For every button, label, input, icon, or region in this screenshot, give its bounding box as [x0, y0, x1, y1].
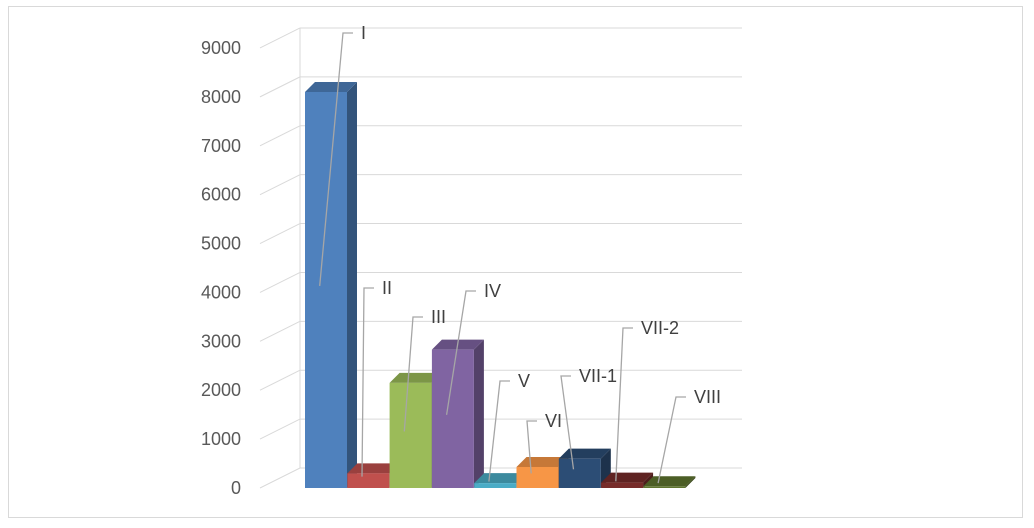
bar-front — [305, 91, 347, 488]
gridline-diagonal — [259, 76, 301, 98]
data-label: VII-1 — [579, 366, 617, 386]
gridline-diagonal — [259, 125, 301, 147]
gridline-diagonal — [259, 418, 301, 440]
bar — [431, 339, 484, 488]
data-label: VIII — [694, 387, 721, 407]
bar-top — [305, 81, 357, 92]
leader-line — [319, 32, 353, 287]
bar-side — [685, 476, 696, 488]
gridline-diagonal — [259, 271, 301, 293]
bar-front — [431, 349, 474, 488]
leader-line — [560, 375, 575, 470]
y-tick-label: 7000 — [201, 136, 241, 156]
data-label: VII-2 — [641, 318, 679, 338]
bar-top — [347, 463, 400, 474]
bar-front — [516, 466, 559, 488]
data-label: VI — [545, 411, 562, 431]
y-tick-label: 4000 — [201, 282, 241, 302]
gridline-diagonal — [259, 320, 301, 342]
leader-line — [615, 327, 633, 482]
leader-line — [445, 290, 476, 415]
gridline-diagonal — [259, 369, 301, 391]
bar-front — [347, 473, 390, 488]
bar-top — [643, 476, 696, 487]
leader-line — [361, 287, 374, 477]
bar-side — [473, 339, 484, 488]
gridline-diagonal — [259, 467, 301, 489]
data-label: I — [361, 23, 366, 43]
gridline-diagonal — [259, 174, 301, 196]
bar-top — [474, 473, 527, 484]
bar — [643, 476, 696, 488]
y-tick-label: 9000 — [201, 38, 241, 58]
y-tick-label: 6000 — [201, 185, 241, 205]
leader-line — [526, 420, 537, 474]
bars — [305, 81, 696, 488]
data-label: V — [518, 371, 530, 391]
data-label: IV — [484, 281, 501, 301]
y-tick-label: 1000 — [201, 429, 241, 449]
y-tick-label: 5000 — [201, 234, 241, 254]
leader-line — [657, 396, 686, 484]
bar-top — [601, 472, 654, 483]
bar-front — [601, 482, 644, 488]
leader-line — [488, 380, 510, 482]
y-tick-label: 2000 — [201, 380, 241, 400]
bar-front — [558, 458, 601, 488]
gridline-diagonal — [259, 27, 301, 49]
y-tick-label: 0 — [231, 478, 241, 498]
leader-line — [403, 316, 423, 432]
bar-front — [643, 486, 686, 488]
bar-top — [389, 372, 442, 383]
bar — [347, 463, 400, 488]
data-label: III — [431, 307, 446, 327]
bar-front — [389, 382, 432, 488]
bar — [305, 81, 357, 488]
gridline-diagonal — [259, 223, 301, 244]
y-tick-label: 8000 — [201, 87, 241, 107]
y-tick-label: 3000 — [201, 331, 241, 351]
bar-front — [474, 483, 517, 488]
bar-side — [347, 81, 357, 488]
data-label: II — [382, 278, 392, 298]
gridlines — [259, 27, 742, 489]
y-axis-tick-labels: 0 1000 2000 3000 4000 5000 6000 7000 8000 9000 — [201, 38, 241, 498]
